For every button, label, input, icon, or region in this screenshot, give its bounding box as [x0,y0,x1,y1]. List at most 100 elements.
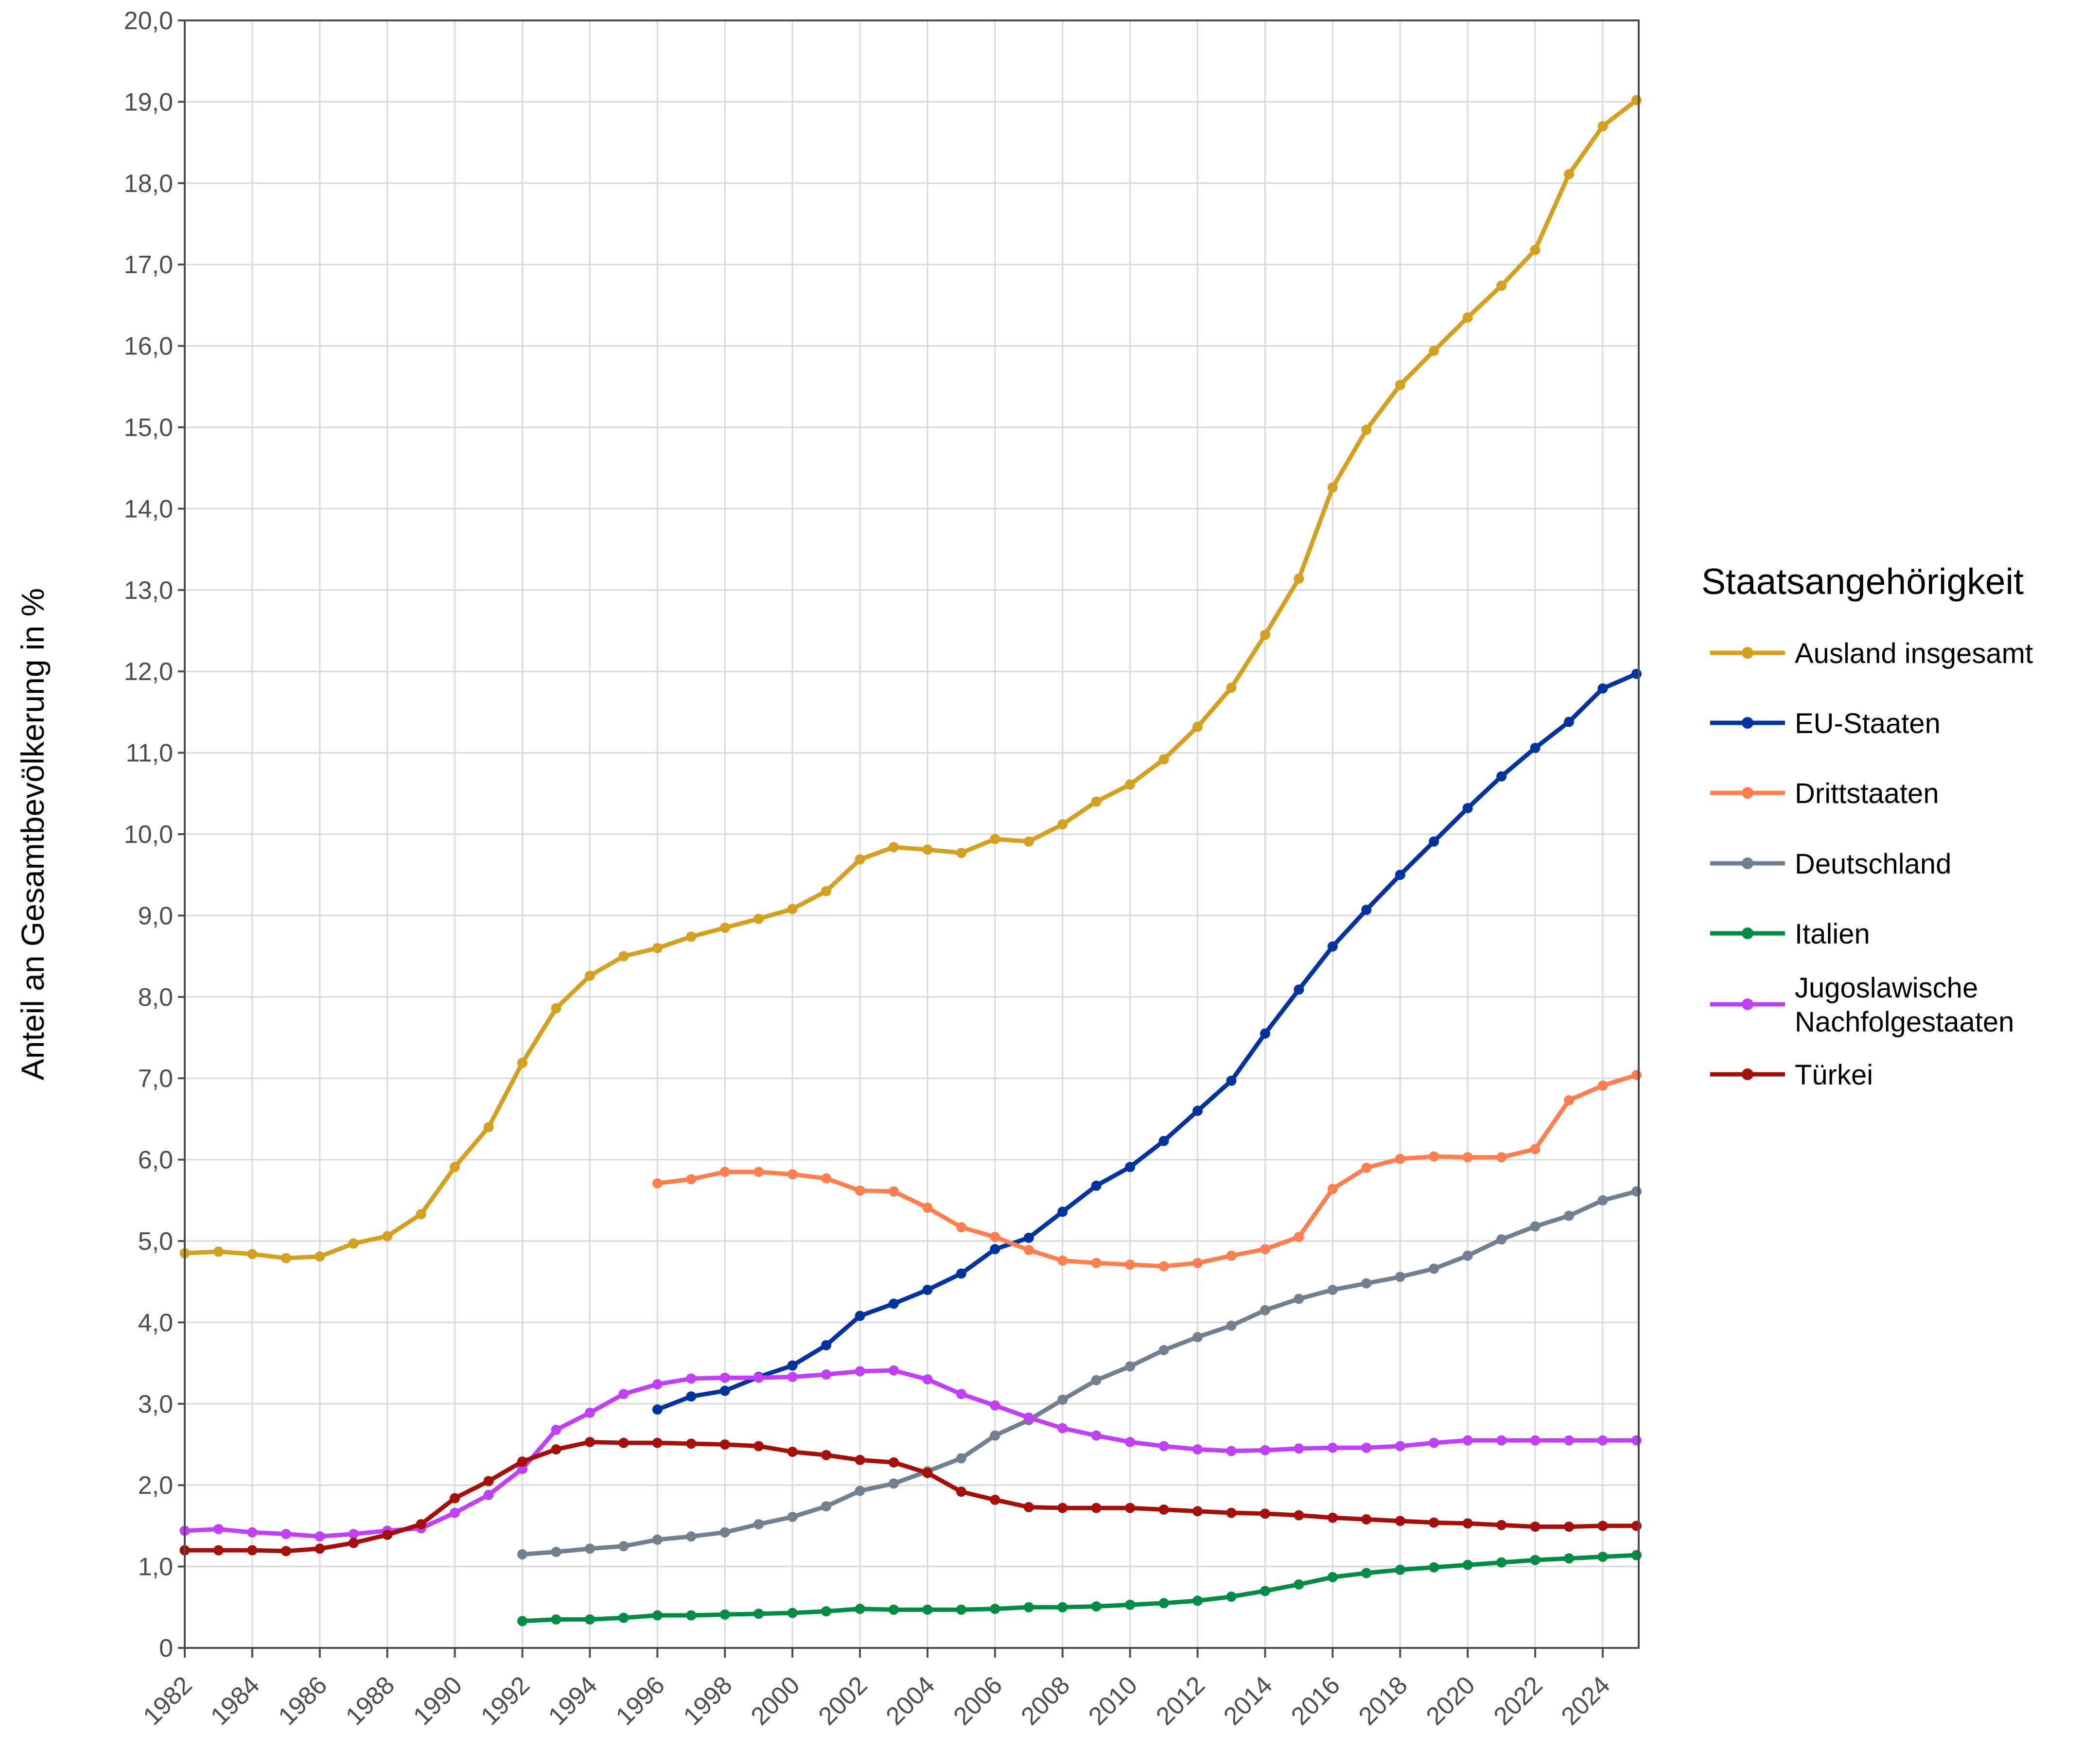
y-tick-label: 12,0 [124,658,173,686]
data-point [855,1311,865,1321]
x-axis: 1982 1984 1986 1988 1990 1992 1994 1996 1998 2000… [138,1648,1616,1731]
y-axis: 0 1,0 2,0 3,0 4,0 5,0 6,0 7,0 8,0 9,0 10,0 11,0 12,0… [124,7,185,1662]
data-point [1057,819,1068,830]
data-point [1597,1552,1608,1562]
data-point [1361,1514,1372,1525]
legend-label: Italien [1795,918,1870,950]
data-point [1226,1320,1237,1331]
y-tick-label: 2,0 [138,1471,173,1500]
data-point [855,1185,865,1196]
data-point [855,1454,865,1465]
series-drittstaaten [652,1070,1642,1272]
legend-title: Staatsangehörigkeit [1701,561,2024,602]
x-tick-label: 2024 [1556,1671,1616,1731]
x-tick-label: 2016 [1286,1671,1346,1731]
data-point [956,1389,966,1400]
data-point [1631,1521,1642,1531]
data-point [1091,1375,1102,1385]
series-deutschland [517,1186,1642,1559]
legend-swatch-point [1742,647,1753,659]
data-point [956,1268,966,1279]
data-point [922,1284,933,1295]
y-tick-label: 4,0 [138,1309,173,1337]
legend-item: Türkei [1710,1059,1873,1091]
data-point [1429,1437,1439,1448]
data-point [1091,1503,1102,1513]
data-point [450,1507,460,1518]
y-tick-label: 19,0 [124,88,173,116]
data-point [1395,1516,1405,1526]
series-line-jugoslawische-nachfolgestaaten [184,1368,1637,1539]
data-point [990,1400,1000,1411]
data-point [787,1608,798,1618]
data-point [787,1360,798,1371]
data-point [787,1372,798,1382]
data-point [821,1450,832,1460]
data-point [652,1178,663,1189]
data-point [1023,1232,1034,1243]
data-point [382,1529,393,1540]
data-point [247,1545,258,1556]
data-point [1564,1522,1575,1532]
data-point [1057,1394,1068,1405]
y-tick-label: 0 [159,1634,173,1662]
data-point [1260,1586,1271,1596]
data-point [821,1173,832,1184]
x-tick-label: 2010 [1083,1671,1143,1731]
data-point [1429,346,1439,356]
data-point [990,834,1000,844]
data-point [517,1616,528,1627]
data-point [922,1604,933,1615]
data-point [1226,1507,1237,1518]
y-tick-label: 8,0 [138,983,173,1012]
data-point [1294,1232,1304,1242]
data-point [1057,1503,1068,1513]
legend-swatch-point [1742,928,1753,939]
data-point [956,848,966,858]
y-tick-label: 14,0 [124,495,173,523]
data-point [1057,1423,1068,1434]
data-point [1023,1502,1034,1512]
data-point [1327,1442,1338,1453]
data-point [787,904,798,914]
data-point [1530,1435,1540,1446]
data-point [686,1610,697,1621]
data-point [922,1202,933,1213]
data-point [517,1549,528,1559]
data-point [1260,1445,1271,1455]
series-line-deutschland [522,1189,1637,1557]
data-point [956,1604,966,1615]
data-point [618,1437,629,1448]
data-point [584,1614,595,1625]
data-point [719,1527,730,1538]
series-t-rkei [179,1436,1642,1557]
data-point [1429,1562,1439,1573]
data-point [889,842,899,853]
data-point [1260,1028,1271,1039]
data-point [1496,1234,1507,1245]
data-point [382,1231,393,1242]
data-point [719,1609,730,1620]
data-point [1192,1105,1203,1116]
data-point [1091,1180,1102,1191]
x-tick-label: 2008 [1015,1671,1075,1731]
data-point [787,1169,798,1180]
data-point [1327,1284,1338,1295]
data-point [889,1457,899,1468]
data-point [348,1529,359,1540]
series-eu-staaten [652,668,1642,1415]
data-point [855,854,865,865]
legend-swatch-point [1742,998,1753,1010]
legend-label: Ausland insgesamt [1795,638,2033,669]
data-point [1361,1442,1372,1453]
data-point [1429,1151,1439,1162]
data-point [1395,1272,1405,1282]
data-point [1057,1207,1068,1217]
data-point [990,1244,1000,1255]
data-point [1294,984,1304,995]
data-point [584,1543,595,1554]
data-point [584,1436,595,1447]
data-point [686,1391,697,1402]
data-point [1530,1144,1540,1155]
